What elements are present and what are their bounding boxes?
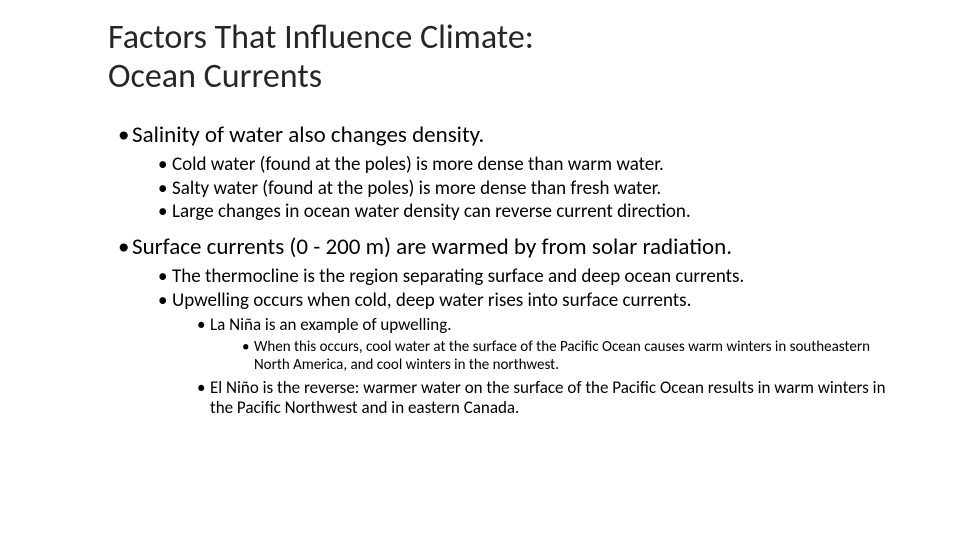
- bullet-lvl1: Salinity of water also changes density. …: [132, 122, 900, 224]
- bullet-lvl1: Surface currents (0 - 200 m) are warmed …: [132, 234, 900, 418]
- bullet-list: Salinity of water also changes density. …: [108, 122, 900, 418]
- bullet-list-lvl4: When this occurs, cool water at the surf…: [210, 338, 900, 374]
- bullet-lvl3: La Niña is an example of upwelling. When…: [210, 315, 900, 373]
- bullet-text: Salinity of water also changes density.: [132, 121, 484, 149]
- bullet-text: El Niño is the reverse: warmer water on …: [210, 377, 886, 418]
- bullet-lvl2: Cold water (found at the poles) is more …: [172, 154, 900, 177]
- title-line-2: Ocean Currents: [108, 56, 322, 97]
- bullet-lvl2: Salty water (found at the poles) is more…: [172, 178, 900, 201]
- bullet-text: When this occurs, cool water at the surf…: [254, 338, 870, 374]
- bullet-list-lvl2: Cold water (found at the poles) is more …: [132, 154, 900, 224]
- bullet-text: La Niña is an example of upwelling.: [210, 314, 452, 335]
- slide: Factors That Influence Climate: Ocean Cu…: [0, 0, 960, 540]
- bullet-list-lvl3: La Niña is an example of upwelling. When…: [172, 315, 900, 418]
- bullet-text: Large changes in ocean water density can…: [172, 200, 691, 223]
- bullet-text: Cold water (found at the poles) is more …: [172, 153, 664, 176]
- bullet-list-lvl2: The thermocline is the region separating…: [132, 266, 900, 419]
- slide-title: Factors That Influence Climate: Ocean Cu…: [108, 18, 900, 96]
- bullet-text: Upwelling occurs when cold, deep water r…: [172, 289, 691, 312]
- bullet-lvl2: Upwelling occurs when cold, deep water r…: [172, 290, 900, 419]
- bullet-text: The thermocline is the region separating…: [172, 265, 744, 288]
- bullet-text: Salty water (found at the poles) is more…: [172, 177, 661, 200]
- title-line-1: Factors That Influence Climate:: [108, 17, 534, 58]
- bullet-lvl2: The thermocline is the region separating…: [172, 266, 900, 289]
- bullet-lvl2: Large changes in ocean water density can…: [172, 201, 900, 224]
- bullet-text: Surface currents (0 - 200 m) are warmed …: [132, 233, 732, 261]
- bullet-lvl3: El Niño is the reverse: warmer water on …: [210, 378, 900, 419]
- bullet-lvl4: When this occurs, cool water at the surf…: [254, 338, 900, 374]
